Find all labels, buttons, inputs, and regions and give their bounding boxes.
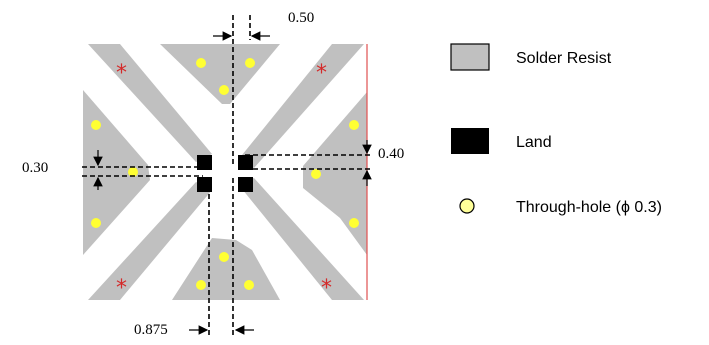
dimension-label-bottom: 0.875	[134, 322, 168, 338]
solder-resist-bottom	[172, 238, 280, 300]
through-hole	[128, 167, 138, 177]
star-marker: *	[316, 61, 327, 86]
through-hole	[196, 280, 206, 290]
star-marker: *	[116, 61, 127, 86]
through-hole	[91, 120, 101, 130]
solder-resist-band-se	[238, 178, 364, 300]
legend-swatch-through-hole	[459, 198, 475, 214]
star-marker: *	[321, 276, 332, 301]
legend-swatch-land	[451, 128, 489, 154]
through-hole	[245, 58, 255, 68]
dimension-arrows	[93, 31, 372, 335]
solder-resist-band-nw	[88, 44, 212, 162]
legend-swatch-solder-resist	[450, 43, 490, 71]
land-pad	[238, 177, 253, 192]
solder-resist-right	[303, 92, 367, 255]
dimension-label-right: 0.40	[378, 146, 404, 162]
through-hole	[196, 58, 206, 68]
land-pad	[238, 155, 253, 170]
land-pad	[197, 155, 212, 170]
through-hole	[349, 218, 359, 228]
dimension-label-left: 0.30	[22, 160, 48, 176]
through-hole	[244, 280, 254, 290]
through-hole	[349, 120, 359, 130]
star-markers: * * * *	[116, 61, 332, 301]
solder-resist-left	[83, 90, 150, 255]
through-hole	[219, 252, 229, 262]
solder-resist-top	[160, 44, 280, 104]
through-hole	[91, 218, 101, 228]
solder-resist-band-sw	[88, 182, 212, 300]
through-holes	[91, 58, 359, 290]
star-marker: *	[116, 276, 127, 301]
dimension-label-top: 0.50	[288, 10, 314, 26]
legend-label-solder-resist: Solder Resist	[516, 50, 612, 67]
dimension-guides	[82, 15, 372, 335]
legend-label-land: Land	[516, 134, 552, 151]
through-hole	[311, 169, 321, 179]
solder-resist-band-ne	[238, 44, 364, 168]
lands	[197, 155, 253, 192]
legend-label-through-hole: Through-hole (ϕ 0.3)	[516, 199, 662, 216]
through-hole	[219, 85, 229, 95]
legend: Solder Resist Land Through-hole (ϕ 0.3)	[450, 43, 662, 216]
